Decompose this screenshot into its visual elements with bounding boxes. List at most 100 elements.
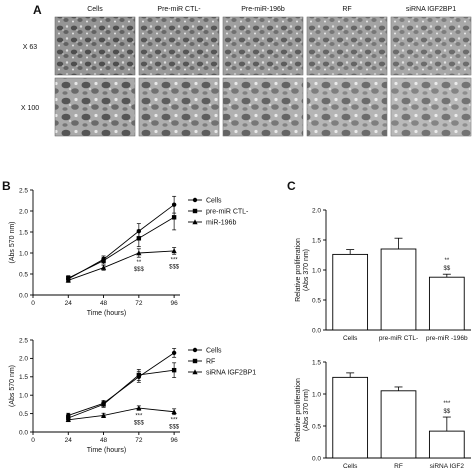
y-tick-label: 0.5: [312, 423, 321, 430]
series-line: [68, 250, 175, 281]
significance-label: $$$: [169, 264, 180, 270]
x-tick-label: pre-miR CTL-: [379, 335, 418, 342]
marker-triangle: [136, 405, 142, 411]
y-axis-label: (Abs 370 nm): [303, 249, 310, 291]
y-tick-label: 1.0: [19, 250, 28, 257]
y-tick-label: 1.0: [312, 391, 321, 398]
marker-square: [171, 367, 177, 373]
legend-label: siRNA IGF2BP1: [206, 370, 256, 377]
marker-triangle: [100, 264, 107, 270]
micrograph-image: [222, 16, 304, 76]
y-axis-label: (Abs 370 nm): [303, 389, 310, 431]
micrograph-shade: [139, 78, 219, 136]
bar-chart-bottom: 0.0 0.5 1.0 1.5 Relative proliferation (Abs 3…: [295, 359, 471, 470]
significance-label: ***: [171, 418, 179, 424]
micrograph-image: [390, 77, 472, 137]
marker-square: [192, 208, 198, 214]
micrograph-shade: [55, 17, 135, 75]
micrograph-image: [306, 77, 388, 137]
x-tick-label: siRNA IGF2: [430, 463, 465, 470]
bar: [380, 390, 417, 459]
y-axis-label: (Abs 570 nm): [9, 365, 16, 407]
x-tick-label: pre-miR -196b: [426, 335, 468, 342]
marker-triangle: [171, 408, 177, 414]
y-tick-label: 2.0: [19, 208, 28, 215]
y-tick-label: 0.0: [312, 455, 321, 462]
legend-label: Cells: [206, 348, 222, 355]
column-label: Pre-miR CTL-: [157, 6, 201, 13]
significance-label: **: [444, 258, 449, 264]
x-axis-label: Time (hours): [87, 447, 126, 454]
marker-triangle: [100, 412, 107, 418]
y-tick-label: 0.5: [19, 411, 28, 418]
panel-b-letter: B: [2, 179, 11, 193]
y-tick-label: 0.5: [19, 271, 28, 278]
bar: [332, 253, 369, 331]
micrograph-image: [306, 16, 388, 76]
marker-triangle: [171, 248, 177, 254]
x-axis-label: Time (hours): [87, 310, 126, 317]
y-tick-label: 1.5: [19, 374, 28, 381]
series-line: [68, 352, 175, 416]
x-tick-label: 24: [65, 300, 73, 307]
significance-label: $$$: [134, 267, 145, 273]
column-label: RF: [342, 6, 351, 13]
bar: [332, 376, 369, 459]
panel-c-letter: C: [287, 179, 296, 193]
x-tick-label: Cells: [343, 463, 358, 470]
x-tick-label: 96: [171, 437, 179, 444]
micrograph-shade: [391, 78, 471, 136]
y-tick-label: 2.5: [19, 337, 28, 344]
marker-square: [192, 358, 198, 364]
marker-square: [136, 372, 142, 378]
x-tick-label: 72: [135, 437, 143, 444]
column-label: Pre-miR-196b: [241, 6, 285, 13]
micrograph-image: [222, 77, 304, 137]
y-tick-label: 0.0: [19, 292, 28, 299]
bar: [428, 430, 465, 459]
x-tick-label: RF: [394, 463, 403, 470]
significance-label: ***: [171, 257, 179, 263]
marker-circle: [171, 350, 177, 356]
y-tick-label: 1.5: [312, 237, 321, 244]
marker-triangle: [65, 417, 71, 423]
marker-triangle: [192, 219, 198, 225]
micrograph-shade: [391, 17, 471, 75]
micrograph-shade: [223, 17, 303, 75]
marker-triangle: [65, 277, 71, 283]
x-tick-label: 96: [171, 300, 179, 307]
y-tick-label: 1.5: [19, 229, 28, 236]
series-line: [68, 216, 175, 279]
series-line: [68, 369, 175, 419]
legend-label: miR-196b: [206, 220, 236, 227]
marker-square: [171, 215, 177, 220]
significance-label: $$: [443, 409, 450, 415]
y-tick-label: 0.0: [19, 429, 28, 436]
micrograph-shade: [223, 78, 303, 136]
y-axis-label: (Abs 570 nm): [9, 221, 16, 263]
line-chart-top: 0 24 48 72 96 0.0 0.5 1.0 1.5 2.0 2.5 Time (hours) (…: [9, 187, 249, 317]
marker-triangle: [136, 250, 142, 256]
micrograph-shade: [55, 78, 135, 136]
significance-label: $$$: [169, 425, 180, 431]
marker-square: [101, 402, 106, 407]
marker-square: [101, 258, 106, 263]
series-line: [68, 204, 175, 280]
column-label: Cells: [87, 6, 103, 13]
y-tick-label: 2.5: [19, 187, 28, 194]
x-tick-label: 0: [31, 300, 35, 307]
x-tick-label: 48: [100, 437, 108, 444]
y-tick-label: 2.0: [19, 356, 28, 363]
micrograph-grid: Cells Pre-miR CTL- Pre-miR-196b RF siRNA IGF…: [21, 6, 472, 137]
marker-triangle: [192, 369, 198, 375]
micrograph-shade: [139, 17, 219, 75]
significance-label: ***: [135, 413, 143, 419]
marker-circle: [192, 347, 198, 353]
column-label: siRNA IGF2BP1: [406, 6, 456, 13]
significance-label: $$: [443, 266, 450, 272]
marker-circle: [192, 197, 198, 203]
y-tick-label: 1.0: [19, 393, 28, 400]
row-label: X 100: [21, 105, 39, 112]
micrograph-image: [54, 77, 136, 137]
y-tick-label: 2.0: [312, 207, 321, 214]
